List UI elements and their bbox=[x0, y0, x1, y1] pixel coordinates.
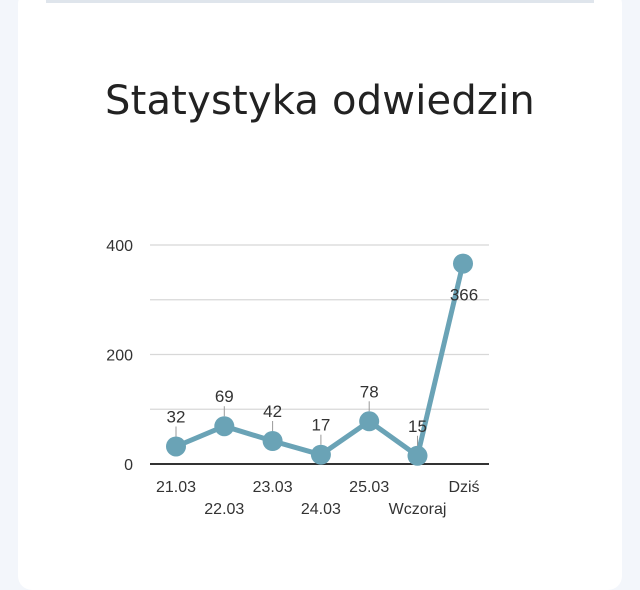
data-label: 42 bbox=[263, 402, 282, 421]
x-tick-label: 22.03 bbox=[204, 501, 244, 518]
stats-card bbox=[18, 0, 622, 590]
data-label: 78 bbox=[360, 382, 379, 401]
x-tick-label: Wczoraj bbox=[389, 501, 447, 518]
x-tick-label: 23.03 bbox=[253, 479, 293, 496]
x-tick-label: 25.03 bbox=[349, 479, 389, 496]
data-label: 32 bbox=[167, 407, 186, 426]
data-label: 69 bbox=[215, 387, 234, 406]
data-point bbox=[166, 436, 186, 457]
data-point bbox=[214, 416, 235, 437]
data-point bbox=[453, 253, 473, 274]
data-point bbox=[262, 431, 283, 452]
page-title: Statystyka odwiedzin bbox=[105, 78, 535, 124]
data-label: 17 bbox=[311, 416, 330, 435]
x-tick-label: Dziś bbox=[448, 479, 479, 496]
visits-line-chart: 0 200 400 21.03 22.03 23.03 24.03 25.03WczorajD… bbox=[106, 238, 489, 518]
top-divider bbox=[46, 0, 594, 3]
y-tick-label: 0 bbox=[124, 457, 133, 474]
data-label: 15 bbox=[408, 417, 427, 436]
data-point bbox=[407, 445, 428, 466]
y-tick-label: 400 bbox=[106, 238, 133, 255]
data-point bbox=[310, 444, 331, 465]
y-tick-label: 200 bbox=[106, 348, 133, 365]
data-label: 366 bbox=[450, 286, 478, 305]
data-point bbox=[359, 411, 380, 432]
x-tick-label: 21.03 bbox=[156, 479, 196, 496]
x-tick-label: 24.03 bbox=[301, 501, 341, 518]
